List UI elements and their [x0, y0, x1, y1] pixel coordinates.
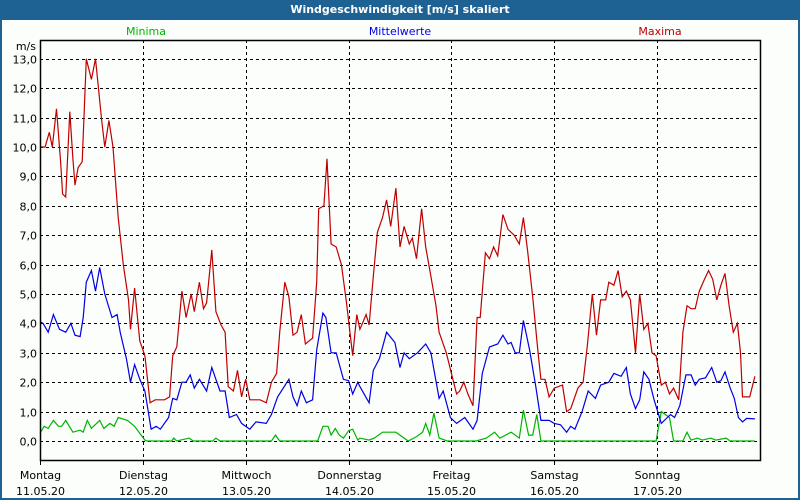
legend-maxima: Maxima [638, 25, 681, 38]
y-tick-label: 3,0 [20, 348, 38, 361]
y-tick-label: 2,0 [20, 377, 38, 390]
series-lines [39, 58, 756, 442]
y-tick-label: 6,0 [20, 260, 38, 273]
x-tick-date: 12.05.20 [119, 485, 168, 498]
y-tick-label: 9,0 [20, 171, 38, 184]
x-tick-day: Montag [20, 469, 61, 482]
axis-labels: 0,0 1,0 2,0 3,0 4,0 5,0 6,0 7,0 8,0 9,0 10,0 11,0 12… [13, 25, 682, 498]
y-tick-label: 11,0 [13, 113, 38, 126]
window-title: Windgeschwindigkeit [m/s] skaliert [290, 3, 510, 16]
x-tick-day: Samstag [530, 469, 578, 482]
y-tick-label: 10,0 [13, 142, 38, 155]
series-line-mittelwerte [39, 267, 755, 434]
legend-minima: Minima [126, 25, 166, 38]
x-tick-day: Mittwoch [222, 469, 272, 482]
chart-area: 0,0 1,0 2,0 3,0 4,0 5,0 6,0 7,0 8,0 9,0 10,0 11,0 12… [2, 20, 798, 498]
legend-mittelwerte: Mittelwerte [369, 25, 432, 38]
y-tick-label: 7,0 [20, 230, 38, 243]
x-tick-day: Freitag [433, 469, 471, 482]
y-tick-label: 0,0 [20, 436, 38, 449]
series-line-minima [39, 409, 755, 442]
y-tick-label: 4,0 [20, 318, 38, 331]
grid [40, 40, 760, 460]
y-tick-label: 13,0 [13, 54, 38, 67]
y-axis-unit: m/s [16, 40, 36, 53]
plot-border [39, 39, 762, 462]
x-tick-date: 13.05.20 [222, 485, 271, 498]
x-tick-date: 14.05.20 [325, 485, 374, 498]
plot-frame [39, 39, 762, 465]
y-tick-label: 5,0 [20, 289, 38, 302]
x-tick-date: 16.05.20 [530, 485, 579, 498]
x-tick-day: Donnerstag [317, 469, 381, 482]
y-tick-label: 1,0 [20, 407, 38, 420]
y-tick-label: 12,0 [13, 83, 38, 96]
x-tick-date: 11.05.20 [16, 485, 65, 498]
x-tick-day: Sonntag [635, 469, 681, 482]
wind-speed-chart: 0,0 1,0 2,0 3,0 4,0 5,0 6,0 7,0 8,0 9,0 10,0 11,0 12… [13, 25, 762, 498]
x-tick-date: 17.05.20 [633, 485, 682, 498]
y-tick-label: 8,0 [20, 201, 38, 214]
x-tick-date: 15.05.20 [427, 485, 476, 498]
x-tick-day: Dienstag [119, 469, 168, 482]
series-line-maxima [40, 58, 756, 413]
